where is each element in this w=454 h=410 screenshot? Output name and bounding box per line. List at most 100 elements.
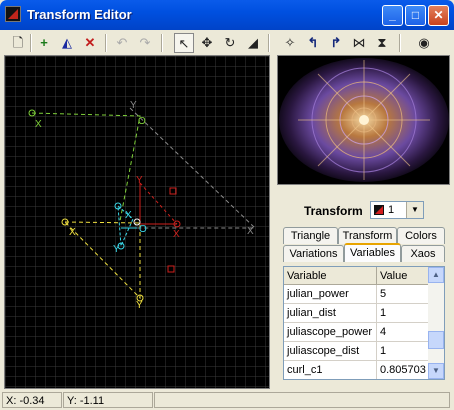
triangle-green[interactable]	[31, 112, 141, 222]
rotate-left-icon: ↰	[307, 35, 319, 50]
red-x-label: X	[173, 229, 180, 240]
cyan-vertex[interactable]	[117, 242, 125, 250]
status-x-coordinate: X: -0.34	[2, 392, 62, 408]
move-tool-button[interactable]: ✥	[197, 33, 217, 53]
gray-x-label: X	[247, 226, 254, 237]
select-tool-button[interactable]: ↖	[174, 33, 194, 53]
add-triangle-button[interactable]: +	[34, 33, 54, 53]
new-button[interactable]: 🗋	[8, 33, 28, 53]
yellow-vertex-x[interactable]	[61, 218, 69, 226]
variables-grid[interactable]: Variable Value julian_power 5 julian_dis…	[283, 266, 445, 380]
red-vertex[interactable]	[173, 220, 181, 228]
column-header-value[interactable]: Value	[377, 267, 430, 285]
flame-preview-image	[278, 56, 449, 184]
triangle-canvas-svg[interactable]: X O Y X X Y X Y O X Y	[5, 56, 269, 388]
preview-toggle-button[interactable]: ◉	[414, 33, 434, 53]
variable-name: julian_power	[284, 285, 377, 304]
tab-triangle[interactable]: Triangle	[283, 227, 338, 244]
toolbar: 🗋 + ◭ ✕ ↶ ↷ ↖ ✥ ↻ ◢ ✧ ↰ ↱ ⋈ ⧗ ◉	[4, 31, 450, 55]
scroll-thumb[interactable]	[428, 331, 444, 349]
triangle-yellow[interactable]	[64, 221, 141, 300]
transform-select-value: 1	[388, 204, 395, 216]
tab-colors[interactable]: Colors	[397, 227, 445, 244]
variable-name: curl_c1	[284, 361, 377, 379]
maximize-button[interactable]: □	[405, 5, 426, 26]
table-row[interactable]: julian_dist 1	[284, 304, 430, 323]
flip-horizontal-button[interactable]: ⋈	[349, 33, 369, 53]
title-bar[interactable]: Transform Editor _ □ ✕	[0, 0, 454, 30]
reference-triangle	[129, 107, 257, 229]
new-icon: 🗋	[12, 35, 24, 50]
transform-select[interactable]: 1 ▼	[370, 201, 424, 219]
red-handle[interactable]	[169, 187, 177, 195]
variable-value[interactable]: 0.805703	[377, 361, 430, 379]
green-vertex-x[interactable]	[28, 109, 36, 117]
add-triangle-icon: +	[40, 35, 48, 50]
toolbar-separator	[105, 34, 107, 52]
close-button[interactable]: ✕	[428, 5, 449, 26]
red-y-label: Y	[136, 175, 143, 186]
table-row[interactable]: juliascope_power 4	[284, 323, 430, 342]
variable-value[interactable]: 4	[377, 323, 430, 342]
tab-variations[interactable]: Variations	[283, 245, 344, 262]
rotate-right-button[interactable]: ↱	[326, 33, 346, 53]
scale-icon: ◢	[248, 35, 258, 50]
toolbar-separator	[161, 34, 163, 52]
tab-transform[interactable]: Transform	[338, 227, 397, 244]
toolbar-separator	[399, 34, 401, 52]
duplicate-triangle-button[interactable]: ◭	[57, 33, 77, 53]
app-icon	[5, 6, 21, 22]
variable-value[interactable]: 5	[377, 285, 430, 304]
rotate-left-button[interactable]: ↰	[303, 33, 323, 53]
flip-vertical-button[interactable]: ⧗	[372, 33, 392, 53]
undo-button[interactable]: ↶	[112, 33, 132, 53]
vertical-scrollbar[interactable]: ▲ ▼	[428, 267, 444, 379]
cyan-o-label: O	[139, 224, 147, 235]
minimize-button[interactable]: _	[382, 5, 403, 26]
scroll-down-icon[interactable]: ▼	[428, 363, 444, 379]
grid-header: Variable Value	[284, 267, 430, 285]
reset-button[interactable]: ✧	[280, 33, 300, 53]
chevron-down-icon[interactable]: ▼	[406, 202, 423, 218]
status-y-coordinate: Y: -1.11	[63, 392, 153, 408]
triangle-red[interactable]	[139, 183, 177, 225]
rotate-icon: ↻	[224, 35, 236, 50]
origin-vertex[interactable]	[133, 218, 141, 226]
triangle-canvas[interactable]: X O Y X X Y X Y O X Y	[4, 55, 270, 389]
rotate-right-icon: ↱	[330, 35, 342, 50]
flip-horizontal-icon: ⋈	[352, 35, 366, 50]
rotate-tool-button[interactable]: ↻	[220, 33, 240, 53]
variable-value[interactable]: 1	[377, 304, 430, 323]
yellow-x-label: X	[69, 227, 76, 238]
toolbar-separator	[30, 34, 32, 52]
move-icon: ✥	[201, 35, 213, 50]
status-message	[154, 392, 450, 408]
delete-triangle-button[interactable]: ✕	[80, 33, 100, 53]
table-row[interactable]: julian_power 5	[284, 285, 430, 304]
variable-name: juliascope_power	[284, 323, 377, 342]
yellow-y-label: Y	[136, 300, 143, 311]
variable-name: juliascope_dist	[284, 342, 377, 361]
cyan-x-label: X	[125, 210, 132, 221]
red-handle[interactable]	[167, 265, 175, 273]
flip-vertical-icon: ⧗	[377, 35, 387, 50]
undo-icon: ↶	[116, 35, 128, 50]
redo-icon: ↷	[139, 35, 151, 50]
reset-icon: ✧	[284, 35, 296, 50]
column-header-variable[interactable]: Variable	[284, 267, 377, 285]
yellow-vertex-y[interactable]	[136, 294, 144, 302]
gray-y-label: Y	[130, 100, 137, 111]
scroll-up-icon[interactable]: ▲	[428, 267, 444, 283]
redo-button[interactable]: ↷	[135, 33, 155, 53]
tab-variables[interactable]: Variables	[344, 243, 401, 262]
table-row[interactable]: curl_c1 0.805703	[284, 361, 430, 379]
scale-tool-button[interactable]: ◢	[243, 33, 263, 53]
cyan-y-label: Y	[113, 244, 120, 255]
variable-value[interactable]: 1	[377, 342, 430, 361]
cyan-vertex[interactable]	[114, 202, 122, 210]
table-row[interactable]: juliascope_dist 1	[284, 342, 430, 361]
tab-xaos[interactable]: Xaos	[401, 245, 445, 262]
delete-triangle-icon: ✕	[84, 35, 96, 50]
flame-preview	[277, 55, 450, 185]
